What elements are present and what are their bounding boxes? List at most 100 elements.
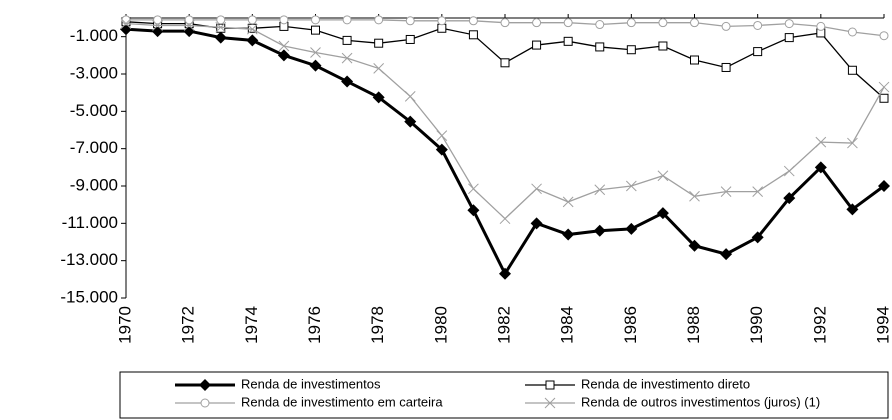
data-point (532, 40, 542, 50)
data-point (216, 23, 226, 33)
x-tick-label: 1970 (115, 306, 134, 344)
data-point (214, 31, 227, 44)
x-tick-label: 1986 (621, 306, 640, 344)
data-point (405, 16, 415, 26)
data-point (690, 18, 699, 28)
data-point (783, 192, 796, 205)
data-point (783, 165, 795, 177)
data-point (814, 161, 827, 174)
data-point (689, 190, 700, 202)
data-point (753, 47, 763, 57)
x-tick-label: 1972 (179, 306, 198, 344)
legend-label: Renda de investimento em carteira (241, 394, 443, 409)
data-point (279, 15, 289, 25)
y-tick-label: -1.000 (70, 26, 118, 45)
data-point (846, 203, 859, 216)
data-point (342, 35, 352, 45)
data-point (720, 248, 733, 261)
data-point (374, 15, 384, 25)
data-point (247, 15, 257, 25)
data-point (625, 222, 638, 235)
data-point (562, 196, 574, 208)
data-point (626, 18, 636, 28)
data-point (215, 21, 227, 33)
data-point (404, 91, 416, 102)
data-point (373, 63, 385, 74)
x-tick-label: 1980 (431, 306, 450, 344)
data-point (405, 34, 415, 44)
legend-marker (200, 398, 210, 408)
legend-label: Renda de outros investimentos (juros) (1… (581, 394, 820, 409)
y-tick-label: -15.000 (60, 287, 118, 306)
x-tick-label: 1982 (494, 306, 513, 344)
data-point (593, 224, 606, 237)
data-point (311, 15, 320, 25)
data-point (153, 15, 163, 25)
data-point (152, 20, 163, 31)
data-point (246, 34, 259, 47)
x-tick-label: 1988 (684, 306, 703, 344)
legend-marker (545, 380, 555, 390)
data-point (563, 18, 573, 28)
data-point (499, 267, 511, 280)
data-point (595, 20, 605, 30)
data-point (594, 184, 606, 196)
data-point (372, 91, 385, 104)
x-tick-label: 1976 (305, 306, 324, 344)
data-point (784, 33, 794, 43)
x-tick-label: 1974 (242, 306, 261, 344)
x-tick-label: 1990 (747, 306, 766, 344)
data-point (626, 45, 636, 55)
data-point (878, 180, 890, 192)
y-tick-label: -13.000 (60, 250, 118, 269)
x-tick-label: 1992 (810, 306, 829, 344)
data-point (721, 21, 731, 31)
legend-marker (544, 397, 556, 409)
data-point (879, 93, 889, 103)
data-point (625, 180, 637, 192)
legend-label: Renda de investimento direto (581, 376, 750, 391)
data-point (311, 25, 320, 35)
data-point (184, 15, 194, 25)
y-tick-label: -7.000 (70, 138, 118, 157)
data-point (467, 204, 480, 217)
data-point (500, 18, 510, 28)
data-point (847, 137, 858, 149)
data-point (499, 213, 511, 225)
data-point (278, 40, 290, 52)
data-point (753, 20, 763, 30)
data-point (815, 136, 827, 148)
data-point (374, 38, 384, 48)
x-tick-label: 1994 (873, 306, 892, 344)
data-point (437, 16, 447, 26)
data-point (500, 58, 510, 68)
data-point (183, 20, 195, 31)
data-point (690, 55, 699, 65)
legend-marker (199, 379, 211, 391)
y-tick-label: -9.000 (70, 175, 118, 194)
data-point (468, 16, 478, 26)
data-point (530, 217, 543, 230)
data-point (816, 21, 826, 31)
data-point (310, 47, 321, 58)
data-point (688, 239, 701, 252)
y-tick-label: -3.000 (70, 63, 118, 82)
data-point (721, 62, 731, 72)
data-point (878, 81, 890, 93)
data-point (847, 27, 857, 37)
y-tick-label: -11.000 (62, 213, 118, 232)
data-point (531, 183, 542, 195)
y-tick-label: -5.000 (70, 101, 118, 120)
data-point (751, 231, 764, 244)
data-point (309, 59, 322, 72)
data-point (847, 65, 857, 75)
data-point (532, 18, 542, 28)
data-point (246, 23, 258, 35)
data-point (342, 15, 352, 25)
data-point (562, 228, 575, 241)
data-point (784, 19, 794, 29)
data-point (752, 186, 764, 197)
data-point (121, 15, 131, 25)
data-point (658, 18, 668, 28)
data-point (468, 183, 479, 195)
